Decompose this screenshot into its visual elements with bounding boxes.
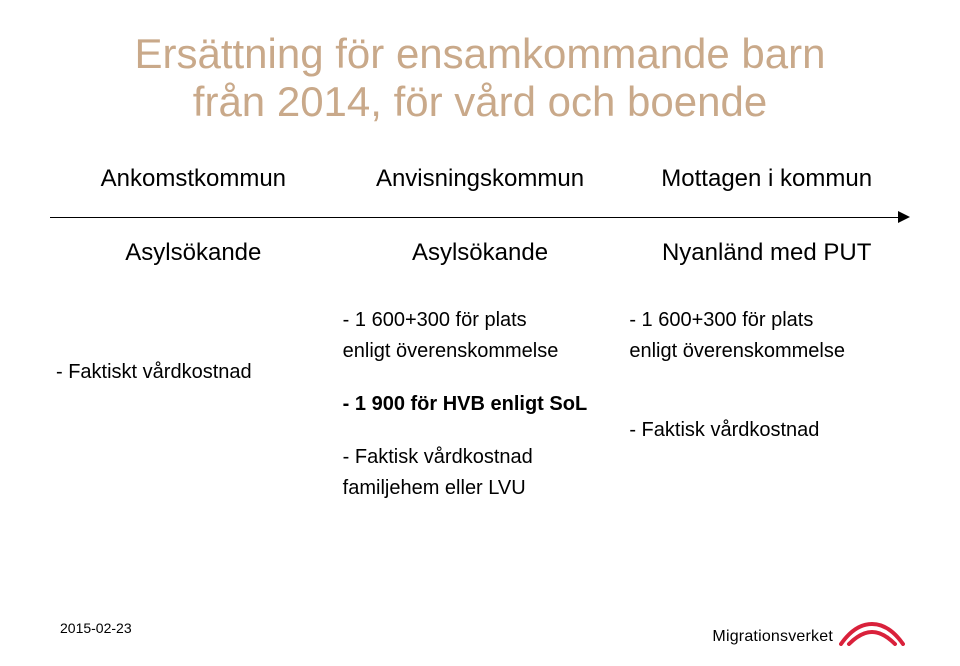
column-subheaders: Asylsökande Asylsökande Nyanländ med PUT [50,239,910,307]
col1-header: Ankomstkommun [56,165,331,193]
col1-line: - Faktiskt vårdkostnad [56,359,331,386]
col3-subheader: Nyanländ med PUT [629,239,904,267]
col3-line: - Faktisk vårdkostnad [629,417,904,444]
logo: Migrationsverket [712,618,905,646]
title-line-1: Ersättning för ensamkommande barn [134,30,825,77]
slide: Ersättning för ensamkommande barn från 2… [0,0,960,666]
col2-line: familjehem eller LVU [343,475,618,502]
col2-header: Anvisningskommun [343,165,618,193]
col3-line: enligt överenskommelse [629,338,904,365]
arrow-line [50,217,898,218]
migrationsverket-icon [839,618,905,646]
column-bodies: - Faktiskt vårdkostnad - 1 600+300 för p… [50,307,910,506]
footer-date: 2015-02-23 [60,620,132,636]
col1-body: - Faktiskt vårdkostnad [50,307,337,506]
col2-line: - 1 600+300 för plats [343,307,618,334]
col2-line: - Faktisk vårdkostnad [343,444,618,471]
col3-header: Mottagen i kommun [629,165,904,193]
timeline-arrow [50,211,910,225]
column-headers: Ankomstkommun Anvisningskommun Mottagen … [50,165,910,211]
col1-subheader: Asylsökande [56,239,331,267]
col3-body: - 1 600+300 för plats enligt överenskomm… [623,307,910,506]
col2-subheader: Asylsökande [343,239,618,267]
arrow-head-icon [898,211,910,223]
col2-body: - 1 600+300 för plats enligt överenskomm… [337,307,624,506]
title-line-2: från 2014, för vård och boende [193,78,767,125]
col2-line: enligt överenskommelse [343,338,618,365]
logo-text: Migrationsverket [712,628,833,646]
slide-title: Ersättning för ensamkommande barn från 2… [50,30,910,127]
col2-line: - 1 900 för HVB enligt SoL [343,391,618,418]
col3-line: - 1 600+300 för plats [629,307,904,334]
